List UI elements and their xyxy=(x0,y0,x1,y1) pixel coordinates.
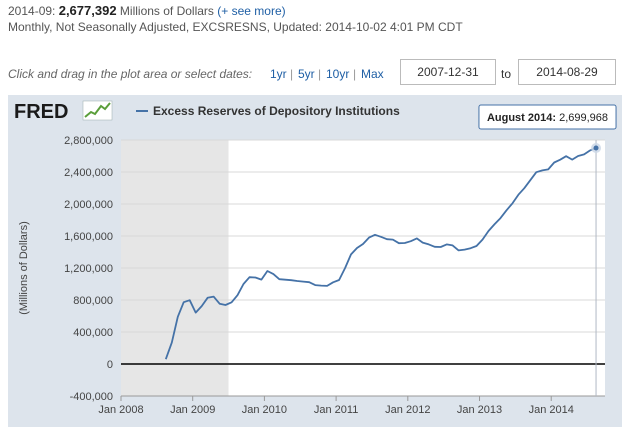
latest-units: Millions of Dollars xyxy=(119,4,214,18)
latest-value: 2,677,392 xyxy=(58,3,117,18)
range-separator: | xyxy=(353,67,357,81)
start-date-input[interactable]: 2007-12-31 xyxy=(400,59,496,85)
range-1yr-link[interactable]: 1yr xyxy=(270,67,287,81)
y-tick-label: -400,000 xyxy=(70,391,113,403)
y-tick-label: 2,800,000 xyxy=(64,135,113,147)
see-more-link[interactable]: (+ see more) xyxy=(217,4,286,18)
x-tick-label: Jan 2010 xyxy=(242,404,287,416)
range-separator: | xyxy=(318,67,322,81)
date-range-hint: Click and drag in the plot area or selec… xyxy=(8,67,253,81)
legend-label: Excess Reserves of Depository Institutio… xyxy=(153,104,400,118)
y-tick-label: 800,000 xyxy=(73,295,113,307)
tooltip-label: August 2014: xyxy=(487,112,556,124)
x-tick-label: Jan 2013 xyxy=(457,404,502,416)
x-tick-label: Jan 2012 xyxy=(385,404,430,416)
end-date-input[interactable]: 2014-08-29 xyxy=(518,59,616,85)
fred-logo[interactable]: FRED xyxy=(14,100,113,123)
tooltip-box xyxy=(478,104,617,130)
x-tick-label: Jan 2009 xyxy=(170,404,215,416)
y-tick-label: 400,000 xyxy=(73,327,113,339)
data-point xyxy=(593,145,599,151)
range-5yr-link[interactable]: 5yr xyxy=(298,67,315,81)
y-tick-label: 2,400,000 xyxy=(64,167,113,179)
series-metadata: Monthly, Not Seasonally Adjusted, EXCSRE… xyxy=(8,20,463,34)
date-range-controls: Click and drag in the plot area or selec… xyxy=(8,58,620,85)
range-separator: | xyxy=(290,67,294,81)
range-10yr-link[interactable]: 10yr xyxy=(326,67,350,81)
range-max-link[interactable]: Max xyxy=(361,67,384,81)
latest-observation: 2014-09: 2,677,392 Millions of Dollars (… xyxy=(8,3,286,18)
y-axis-label: (Millions of Dollars) xyxy=(18,221,30,315)
fred-logo-graph-icon xyxy=(82,100,113,121)
y-tick-label: 0 xyxy=(107,359,113,371)
to-label: to xyxy=(501,67,512,81)
y-tick-label: 2,000,000 xyxy=(64,199,113,211)
y-tick-label: 1,200,000 xyxy=(64,263,113,275)
tooltip: August 2014: 2,699,968 xyxy=(478,104,617,130)
series-line xyxy=(164,147,597,360)
tooltip-text: August 2014: 2,699,968 xyxy=(487,112,608,124)
x-tick-label: Jan 2011 xyxy=(314,404,358,416)
latest-date: 2014-09: xyxy=(8,4,56,18)
x-tick-label: Jan 2014 xyxy=(529,404,574,416)
y-tick-label: 1,600,000 xyxy=(64,231,113,243)
legend: Excess Reserves of Depository Institutio… xyxy=(136,104,400,118)
fred-logo-text: FRED xyxy=(14,101,68,123)
x-tick-label: Jan 2008 xyxy=(98,404,143,416)
tooltip-value: 2,699,968 xyxy=(559,112,608,124)
